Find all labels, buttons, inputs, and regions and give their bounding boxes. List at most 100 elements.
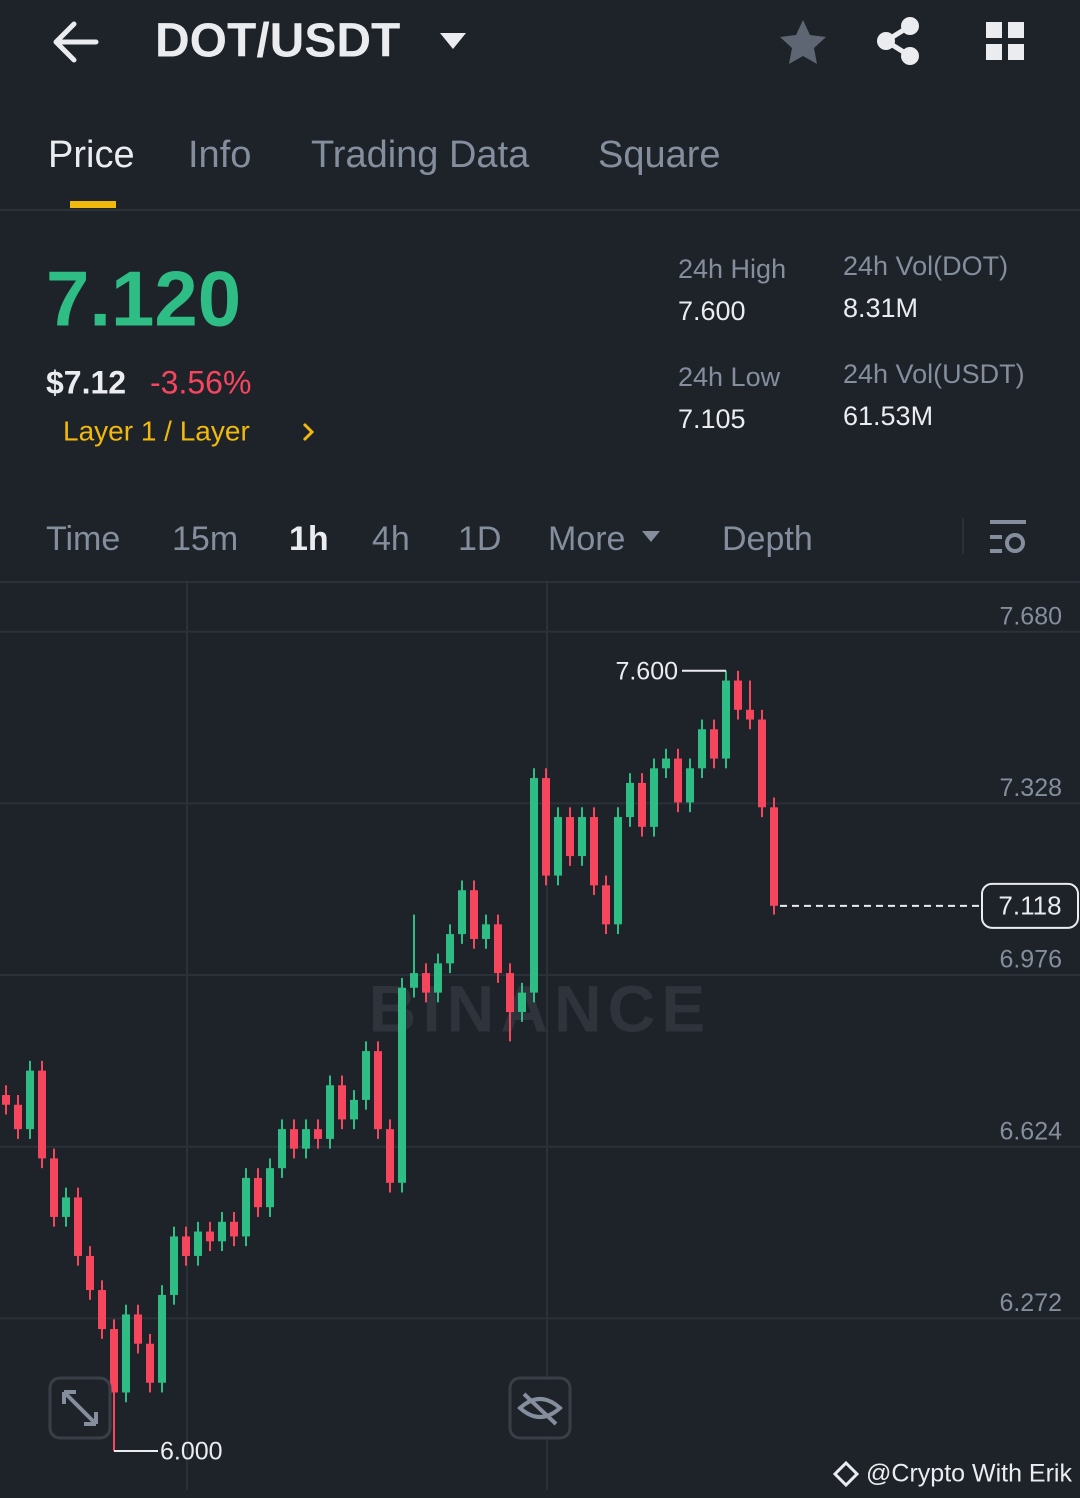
candle-body [278,1129,286,1169]
candle-body [62,1197,70,1217]
candle-body [158,1294,166,1383]
more-dropdown[interactable] [642,531,660,542]
candle-body [38,1070,46,1159]
stat-value: 8.31M [843,293,918,323]
stat-label: 24h Vol(DOT) [843,251,1008,281]
y-tick-label: 6.624 [999,1117,1062,1145]
interval-tab[interactable]: Time [46,520,120,558]
last-price: 7.120 [46,255,241,343]
high-label: 7.600 [615,657,678,685]
divider [0,209,1080,211]
candle-body [350,1099,358,1120]
credit-logo [832,1460,860,1488]
y-tick-label: 7.680 [999,602,1062,630]
share-icon[interactable] [877,17,919,65]
stat-value: 7.600 [678,296,746,326]
y-tick-label: 6.272 [999,1289,1062,1317]
candle-body [554,817,562,876]
candle-body [242,1177,250,1237]
candle-body [626,782,634,818]
candle-body [518,992,526,1013]
candle-body [194,1231,202,1256]
candle-body [494,924,502,974]
candle-body [614,817,622,925]
grid-menu-icon[interactable] [986,22,1024,60]
stat-label: 24h Vol(USDT) [843,359,1025,389]
candle-body [26,1070,34,1130]
watermark: BINANCE [369,971,712,1045]
interval-tab[interactable]: More [548,520,625,558]
candle-body [110,1329,118,1393]
candle-body [254,1177,262,1208]
candle-body [722,680,730,759]
favorite-icon[interactable] [780,20,826,64]
expand-button[interactable] [48,1376,112,1440]
credit: @Crypto With Erik [866,1460,1072,1488]
interval-tab[interactable]: 4h [372,520,410,558]
last-price-box [981,882,1079,929]
interval-tab[interactable]: 15m [172,520,238,558]
hide-indicators-button[interactable] [508,1376,572,1440]
candle-body [230,1221,238,1237]
back-button[interactable] [53,21,99,63]
candle-body [746,709,754,720]
usd-price: $7.12 [46,364,126,400]
candle-body [734,680,742,710]
divider [962,518,964,554]
stat-value: 61.53M [843,401,933,431]
y-tick-label: 6.976 [999,946,1062,974]
last-price-label: 7.118 [998,891,1061,921]
candle-body [206,1231,214,1242]
stat-value: 7.105 [678,404,746,434]
pair-title[interactable]: DOT/USDT [155,15,400,68]
candle-body [74,1197,82,1256]
candle-body [122,1314,130,1393]
low-label: 6.000 [160,1438,223,1466]
candle-body [458,890,466,935]
chart-settings-icon[interactable] [990,520,1026,553]
candle-body [134,1314,142,1344]
candle-body [398,987,406,1183]
candle-body [98,1290,106,1330]
stat-label: 24h High [678,254,786,284]
stat-label: 24h Low [678,362,781,392]
candle-body [650,768,658,827]
candle-body [638,782,646,827]
candle-body [482,924,490,939]
candle-body [470,890,478,939]
candle-body [326,1085,334,1139]
interval-tab[interactable]: 1D [458,520,501,558]
candle-body [50,1158,58,1217]
tab[interactable]: Info [188,134,251,176]
candle-body [314,1129,322,1139]
sector-link[interactable]: Layer 1 / Layer [63,415,250,446]
pair-dropdown[interactable] [440,33,466,49]
candlestick-chart: BINANCE 7.680 7.328 6.976 6.624 6.272 7.600 6.… [0,583,1080,1490]
candle-body [506,973,514,1013]
candle-body [338,1085,346,1120]
candle-body [662,758,670,769]
y-tick-label: 7.328 [999,774,1062,802]
candle-body [530,778,538,993]
candle-body [2,1095,10,1105]
candle-body [686,768,694,803]
candle-body [674,758,682,803]
candle-body [446,934,454,964]
tab[interactable]: Price [48,134,135,176]
candle-body [86,1255,94,1291]
candle-body [266,1168,274,1208]
candle-body [590,817,598,886]
interval-tab[interactable]: Depth [722,520,813,558]
interval-tab[interactable]: 1h [289,520,329,558]
candle-body [566,817,574,857]
tab[interactable]: Square [598,134,721,176]
sector-chevron[interactable] [302,422,315,442]
candle-body [218,1221,226,1242]
candle-body [698,729,706,769]
divider [0,581,1080,583]
tab[interactable]: Trading Data [311,134,530,176]
candle-body [170,1236,178,1295]
candle-body [182,1236,190,1256]
